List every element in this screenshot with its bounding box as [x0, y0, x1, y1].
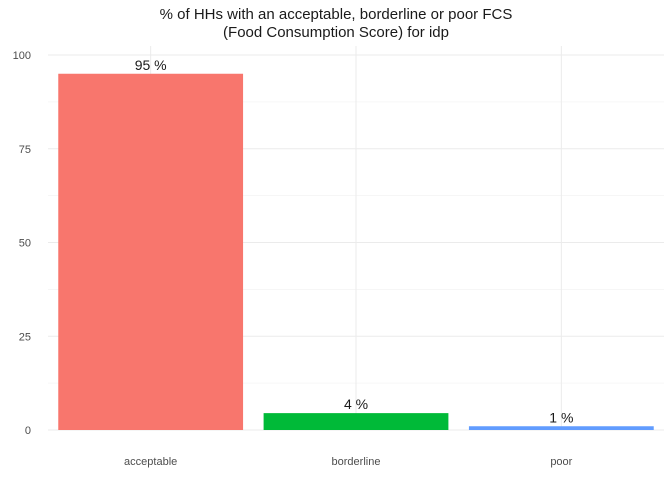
y-tick-label: 75 [19, 144, 31, 156]
x-tick-label: acceptable [124, 456, 177, 468]
y-tick-label: 100 [13, 50, 31, 62]
x-tick-label: poor [550, 456, 572, 468]
data-label-poor: 1 % [549, 409, 573, 425]
y-tick-label: 50 [19, 238, 31, 250]
data-label-acceptable: 95 % [135, 57, 167, 73]
y-tick-label: 0 [25, 425, 31, 437]
bar-poor [468, 426, 654, 430]
bar-acceptable [58, 73, 244, 430]
chart-title: % of HHs with an acceptable, borderline … [159, 6, 513, 23]
x-tick-label: borderline [332, 456, 381, 468]
labels-layer: 95 % 4 % 1 % [135, 57, 574, 426]
data-label-borderline: 4 % [344, 396, 368, 412]
bars-layer [58, 73, 654, 430]
chart-subtitle: (Food Consumption Score) for idp [223, 24, 449, 41]
axis-layer: 0 25 50 75 100 acceptable borderline poor [13, 50, 573, 468]
chart-title-block: % of HHs with an acceptable, borderline … [0, 6, 672, 42]
y-tick-label: 25 [19, 331, 31, 343]
bar-borderline [263, 413, 449, 430]
